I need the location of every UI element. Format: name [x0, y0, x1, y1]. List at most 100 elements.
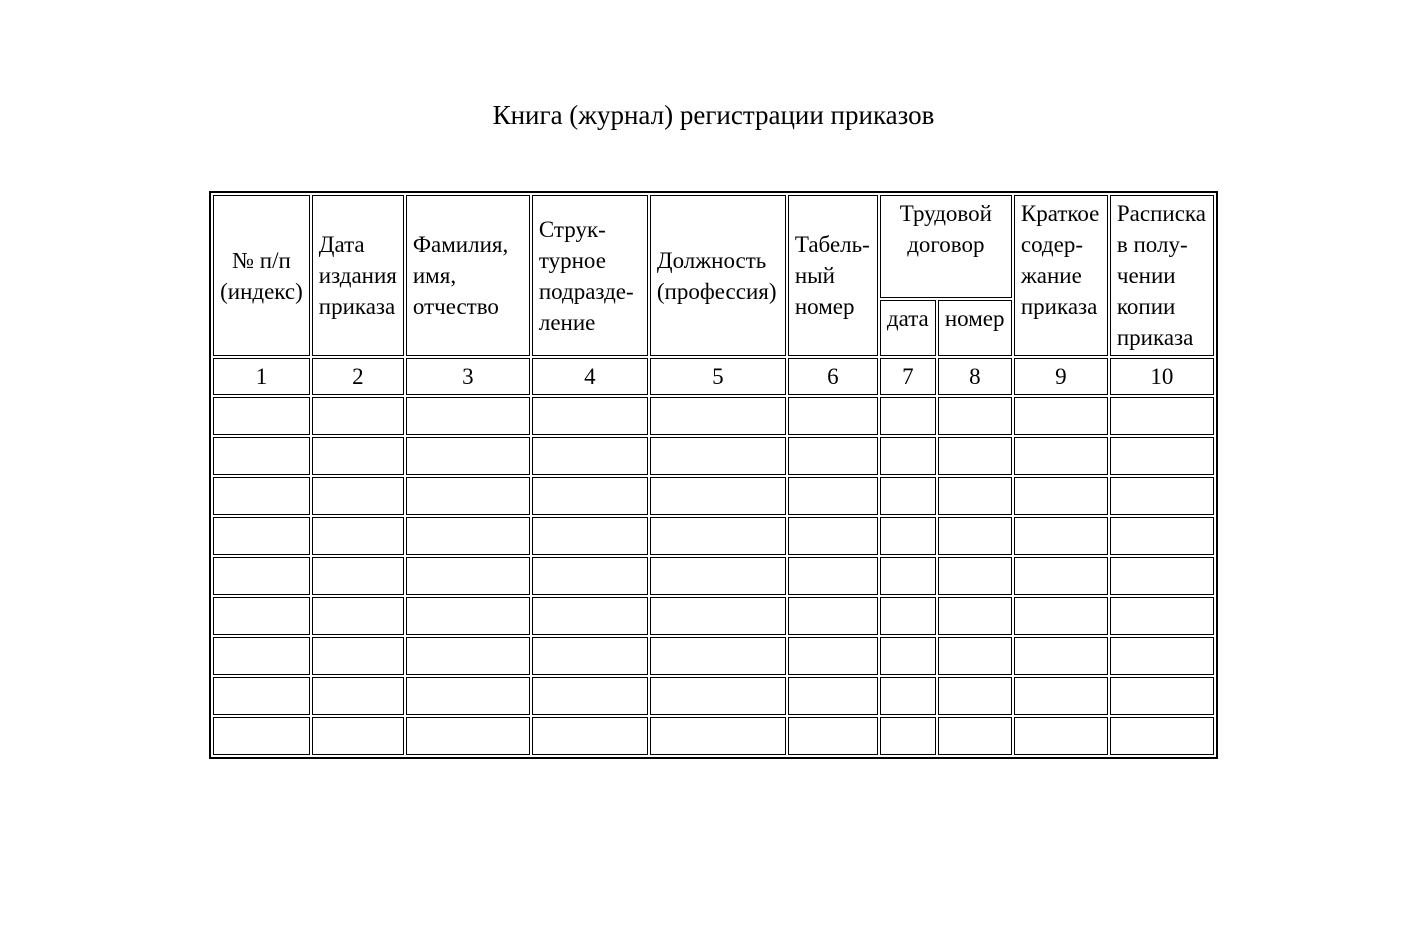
table-cell: [213, 437, 310, 475]
table-cell: [1110, 597, 1214, 635]
table-cell: [788, 557, 878, 595]
table-cell: [406, 557, 530, 595]
table-cell: [788, 597, 878, 635]
table-cell: [406, 597, 530, 635]
table-cell: [880, 597, 936, 635]
orders-register-table: № п/п (индекс) Дата издания приказа Фами…: [209, 191, 1218, 759]
col-header-receipt: Расписка в полу-чении копии приказа: [1110, 195, 1214, 356]
table-cell: [213, 477, 310, 515]
table-cell: [1110, 637, 1214, 675]
col-header-date-issued: Дата издания приказа: [312, 195, 404, 356]
header-row-1: № п/п (индекс) Дата издания приказа Фами…: [213, 195, 1214, 298]
table-cell: [532, 637, 648, 675]
table-cell: [213, 677, 310, 715]
colnum-1: 1: [213, 358, 310, 395]
table-cell: [650, 677, 786, 715]
table-cell: [1110, 517, 1214, 555]
table-cell: [532, 517, 648, 555]
table-cell: [532, 677, 648, 715]
table-cell: [650, 557, 786, 595]
table-cell: [312, 717, 404, 755]
table-cell: [938, 397, 1012, 435]
table-cell: [312, 677, 404, 715]
table-cell: [532, 397, 648, 435]
table-row: [213, 517, 1214, 555]
table-cell: [312, 437, 404, 475]
document-page: Книга (журнал) регистрации приказов № п/…: [0, 0, 1427, 936]
table-cell: [1110, 437, 1214, 475]
colnum-6: 6: [788, 358, 878, 395]
table-cell: [880, 397, 936, 435]
table-body: 1 2 3 4 5 6 7 8 9 10: [213, 358, 1214, 755]
table-cell: [532, 717, 648, 755]
colnum-8: 8: [938, 358, 1012, 395]
table-cell: [1014, 517, 1108, 555]
table-cell: [1110, 677, 1214, 715]
table-row: [213, 437, 1214, 475]
table-cell: [650, 397, 786, 435]
table-cell: [406, 477, 530, 515]
table-cell: [788, 517, 878, 555]
table-cell: [880, 557, 936, 595]
table-cell: [312, 637, 404, 675]
table-row: [213, 717, 1214, 755]
table-cell: [650, 517, 786, 555]
colnum-4: 4: [532, 358, 648, 395]
table-cell: [1014, 717, 1108, 755]
table-row: [213, 637, 1214, 675]
table-cell: [1014, 477, 1108, 515]
table-cell: [1110, 717, 1214, 755]
table-cell: [1014, 597, 1108, 635]
table-cell: [880, 717, 936, 755]
table-cell: [938, 717, 1012, 755]
table-cell: [938, 677, 1012, 715]
table-cell: [650, 477, 786, 515]
col-header-contract-date: дата: [880, 300, 936, 356]
table-row: [213, 597, 1214, 635]
table-cell: [532, 597, 648, 635]
colnum-10: 10: [1110, 358, 1214, 395]
table-row: [213, 677, 1214, 715]
table-cell: [880, 637, 936, 675]
table-cell: [1110, 397, 1214, 435]
col-header-tabel-number: Табель-ный номер: [788, 195, 878, 356]
table-cell: [650, 597, 786, 635]
table-cell: [788, 437, 878, 475]
table-cell: [880, 677, 936, 715]
colnum-5: 5: [650, 358, 786, 395]
table-cell: [312, 557, 404, 595]
table-cell: [650, 637, 786, 675]
table-cell: [312, 397, 404, 435]
table-cell: [1014, 677, 1108, 715]
table-cell: [312, 477, 404, 515]
table-cell: [1110, 477, 1214, 515]
col-header-fio: Фамилия, имя, отчество: [406, 195, 530, 356]
table-cell: [880, 477, 936, 515]
table-cell: [213, 557, 310, 595]
table-cell: [406, 637, 530, 675]
table-cell: [788, 677, 878, 715]
table-cell: [938, 597, 1012, 635]
table-cell: [312, 517, 404, 555]
table-cell: [938, 517, 1012, 555]
col-header-summary: Краткое содер-жание приказа: [1014, 195, 1108, 356]
table-cell: [213, 717, 310, 755]
colnum-3: 3: [406, 358, 530, 395]
colnum-7: 7: [880, 358, 936, 395]
table-cell: [532, 557, 648, 595]
table-cell: [1014, 437, 1108, 475]
table-cell: [312, 597, 404, 635]
table-cell: [213, 517, 310, 555]
table-cell: [938, 637, 1012, 675]
table-cell: [532, 437, 648, 475]
table-cell: [406, 397, 530, 435]
table-row: [213, 557, 1214, 595]
col-header-department: Струк-турное подразде-ление: [532, 195, 648, 356]
table-cell: [938, 437, 1012, 475]
page-title: Книга (журнал) регистрации приказов: [0, 0, 1427, 191]
table-row: [213, 477, 1214, 515]
table-cell: [1110, 557, 1214, 595]
col-header-contract-number: номер: [938, 300, 1012, 356]
table-cell: [213, 597, 310, 635]
table-cell: [938, 557, 1012, 595]
